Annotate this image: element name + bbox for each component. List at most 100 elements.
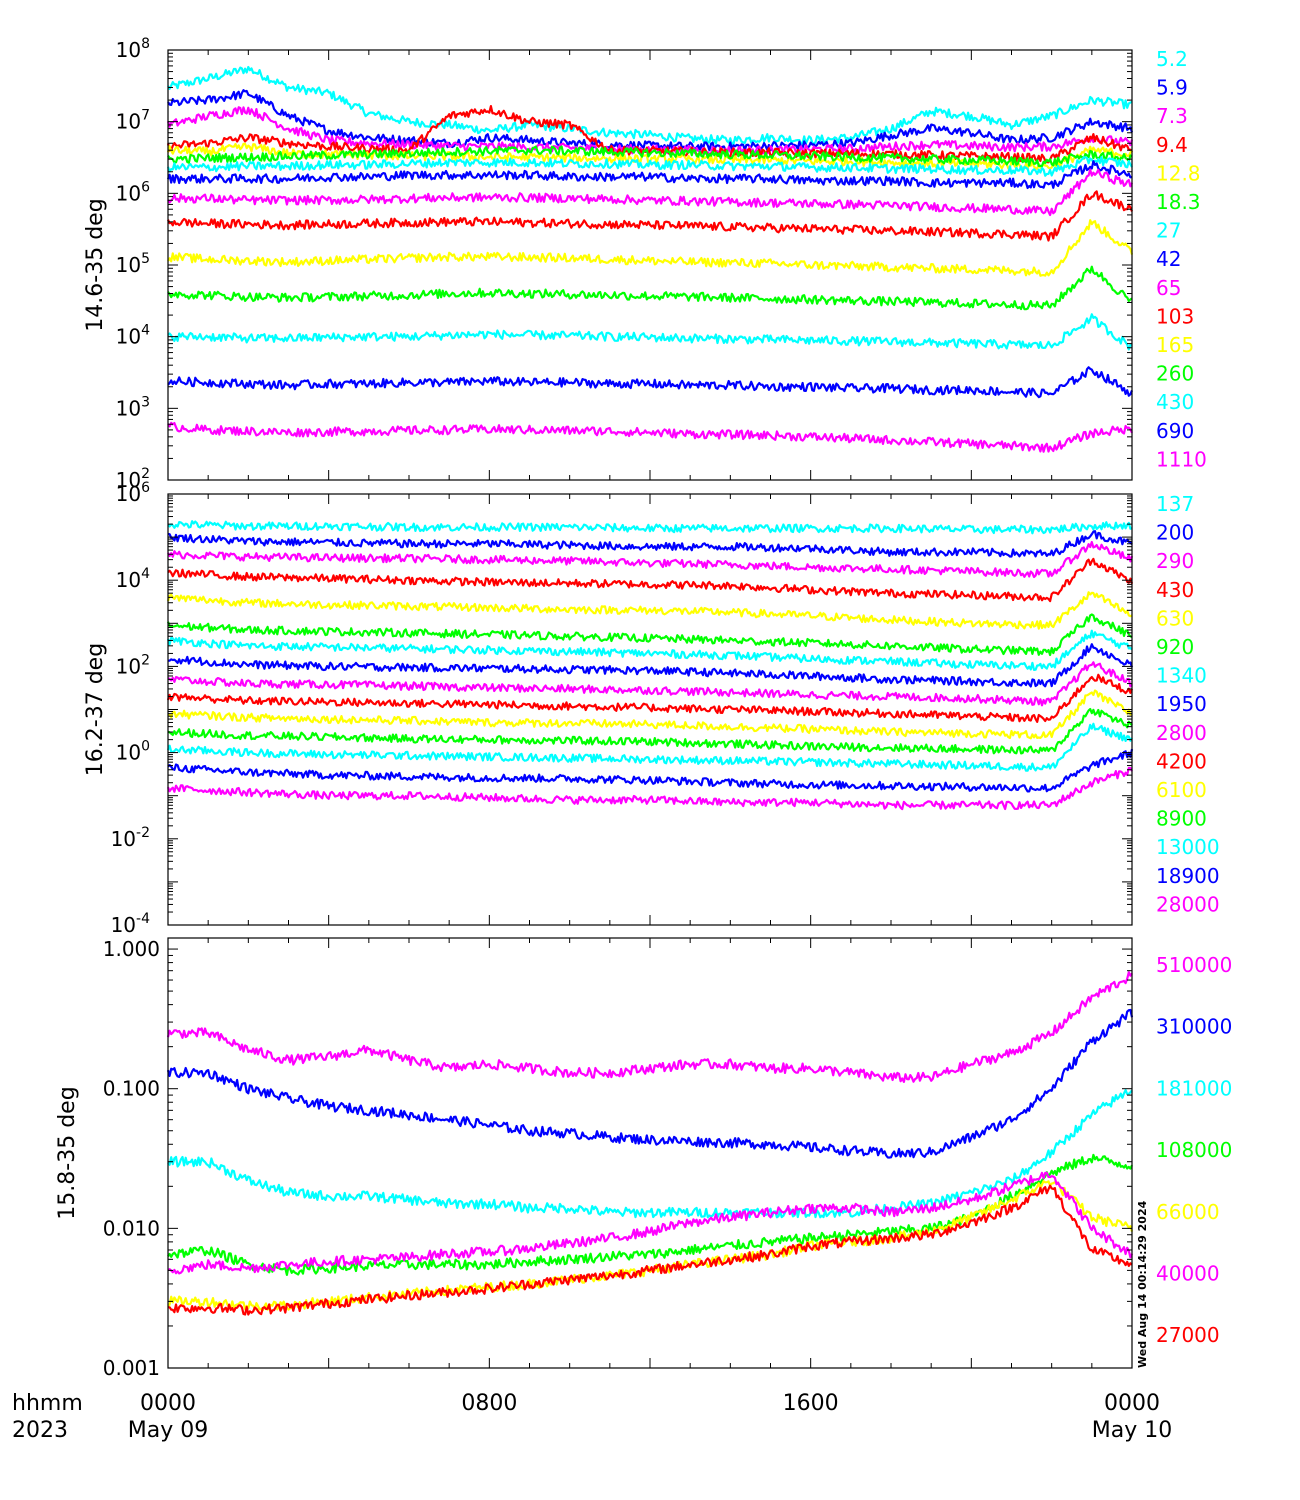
series-line-8900: [167, 707, 1133, 755]
legend-label: 13000: [1156, 835, 1220, 859]
timestamp: Wed Aug 14 00:14:29 2024: [1136, 1200, 1149, 1368]
series-line-42: [166, 160, 1133, 190]
series-line-430: [167, 313, 1133, 351]
series-line-137: [167, 520, 1133, 535]
series-line-690: [167, 366, 1134, 399]
legend-label: 28000: [1156, 892, 1220, 916]
x-tick-date: May 09: [128, 1418, 208, 1443]
series-line-181000: [167, 1089, 1133, 1219]
y-tick-label: 10-4: [111, 911, 151, 937]
plot-frame: [167, 49, 1133, 481]
x-tick-label: 0000: [1104, 1391, 1160, 1416]
legend-label: 65: [1156, 276, 1181, 300]
legend-label: 18.3: [1156, 190, 1201, 214]
legend-label: 690: [1156, 419, 1194, 443]
series-group: [166, 971, 1134, 1316]
series-line-1340: [166, 629, 1133, 671]
legend-label: 260: [1156, 362, 1194, 386]
panel-1: 5.2 5.9 7.3 9.4 12.8 18.3 27 42 65 103 165 260 430 69…: [83, 36, 1207, 492]
legend-label: 1110: [1156, 447, 1207, 471]
legend-label: 4200: [1156, 749, 1207, 773]
series-line-310000: [166, 1008, 1134, 1159]
y-tick-label: 104: [116, 323, 150, 349]
legend-label: 5.2: [1156, 47, 1188, 71]
legend-label: 6100: [1156, 778, 1207, 802]
series-line-2800: [167, 661, 1133, 707]
legend-label: 66000: [1156, 1200, 1220, 1224]
legend-label: 510000: [1156, 953, 1232, 977]
legend-label: 1340: [1156, 664, 1207, 688]
y-tick-label: 103: [116, 394, 150, 420]
x-tick-label: 0800: [461, 1391, 517, 1416]
legend-label: 27000: [1156, 1323, 1220, 1347]
series-line-65: [167, 168, 1133, 217]
plot-frame: [167, 937, 1133, 1369]
legend-label: 7.3: [1156, 104, 1188, 128]
series-line-430: [167, 557, 1134, 603]
series-line-165: [167, 219, 1134, 277]
y-tick-label: 104: [116, 566, 150, 592]
y-tick-label: 0.100: [103, 1077, 160, 1101]
series-line-18.3: [167, 145, 1133, 168]
series-line-5.9: [167, 89, 1134, 152]
y-axis-label: 15.8-35 deg: [55, 1086, 80, 1219]
legend-label: 18900: [1156, 864, 1220, 888]
y-tick-label: 106: [116, 179, 150, 205]
legend-label: 310000: [1156, 1015, 1232, 1039]
legend-label: 27: [1156, 219, 1181, 243]
legend-label: 9.4: [1156, 133, 1188, 157]
x-tick-date: May 10: [1092, 1418, 1172, 1443]
legend-label: 2800: [1156, 721, 1207, 745]
series-line-4200: [166, 673, 1134, 723]
y-tick-label: 100: [116, 739, 150, 765]
series-line-103: [167, 190, 1134, 242]
series-line-27: [166, 156, 1133, 177]
x-tick-label: 1600: [783, 1391, 839, 1416]
x-axis-row-label: hhmm: [12, 1391, 83, 1416]
y-axis-label: 14.6-35 deg: [83, 198, 108, 331]
series-line-200: [167, 530, 1133, 558]
y-tick-label: 106: [116, 480, 150, 506]
legend-label: 5.9: [1156, 76, 1188, 100]
legend-label: 12.8: [1156, 161, 1201, 185]
x-tick-label: 0000: [140, 1391, 196, 1416]
panel-2: 137 200 290 430 630 920 1340 1950 2800 4200 6100 89…: [83, 480, 1220, 937]
y-tick-label: 10-2: [111, 825, 150, 851]
legend-label: 920: [1156, 635, 1194, 659]
y-tick-label: 105: [116, 251, 150, 277]
series-line-290: [167, 540, 1134, 579]
legend-label: 108000: [1156, 1138, 1232, 1162]
legend-label: 630: [1156, 606, 1194, 630]
legend-label: 1950: [1156, 692, 1207, 716]
legend-label: 290: [1156, 549, 1194, 573]
series-line-920: [166, 613, 1133, 657]
legend-label: 8900: [1156, 807, 1207, 831]
series-group: [166, 65, 1134, 453]
y-tick-label: 102: [116, 466, 150, 492]
series-line-1950: [168, 643, 1134, 688]
series-line-510000: [166, 971, 1133, 1083]
series-line-5.2: [167, 65, 1133, 146]
legend-label: 137: [1156, 492, 1194, 516]
series-line-6100: [167, 689, 1133, 740]
y-tick-label: 108: [116, 36, 150, 62]
y-tick-label: 1.000: [103, 937, 160, 961]
series-line-630: [166, 591, 1133, 630]
y-axis-label: 16.2-37 deg: [83, 643, 108, 776]
legend-label: 42: [1156, 247, 1181, 271]
series-line-28000: [166, 766, 1133, 811]
y-tick-label: 107: [116, 108, 150, 134]
legend-label: 430: [1156, 578, 1194, 602]
panel-3: 510000 310000 181000 108000 66000 40000 27000 1…: [55, 937, 1232, 1380]
series-line-260: [167, 265, 1133, 311]
legend-label: 200: [1156, 521, 1194, 545]
legend-label: 165: [1156, 333, 1194, 357]
series-line-40000: [167, 1171, 1133, 1275]
series-group: [166, 520, 1134, 811]
x-axis-row-label: 2023: [12, 1418, 68, 1443]
series-line-18900: [167, 748, 1134, 793]
y-tick-label: 102: [116, 652, 150, 678]
series-line-1110: [167, 421, 1133, 453]
